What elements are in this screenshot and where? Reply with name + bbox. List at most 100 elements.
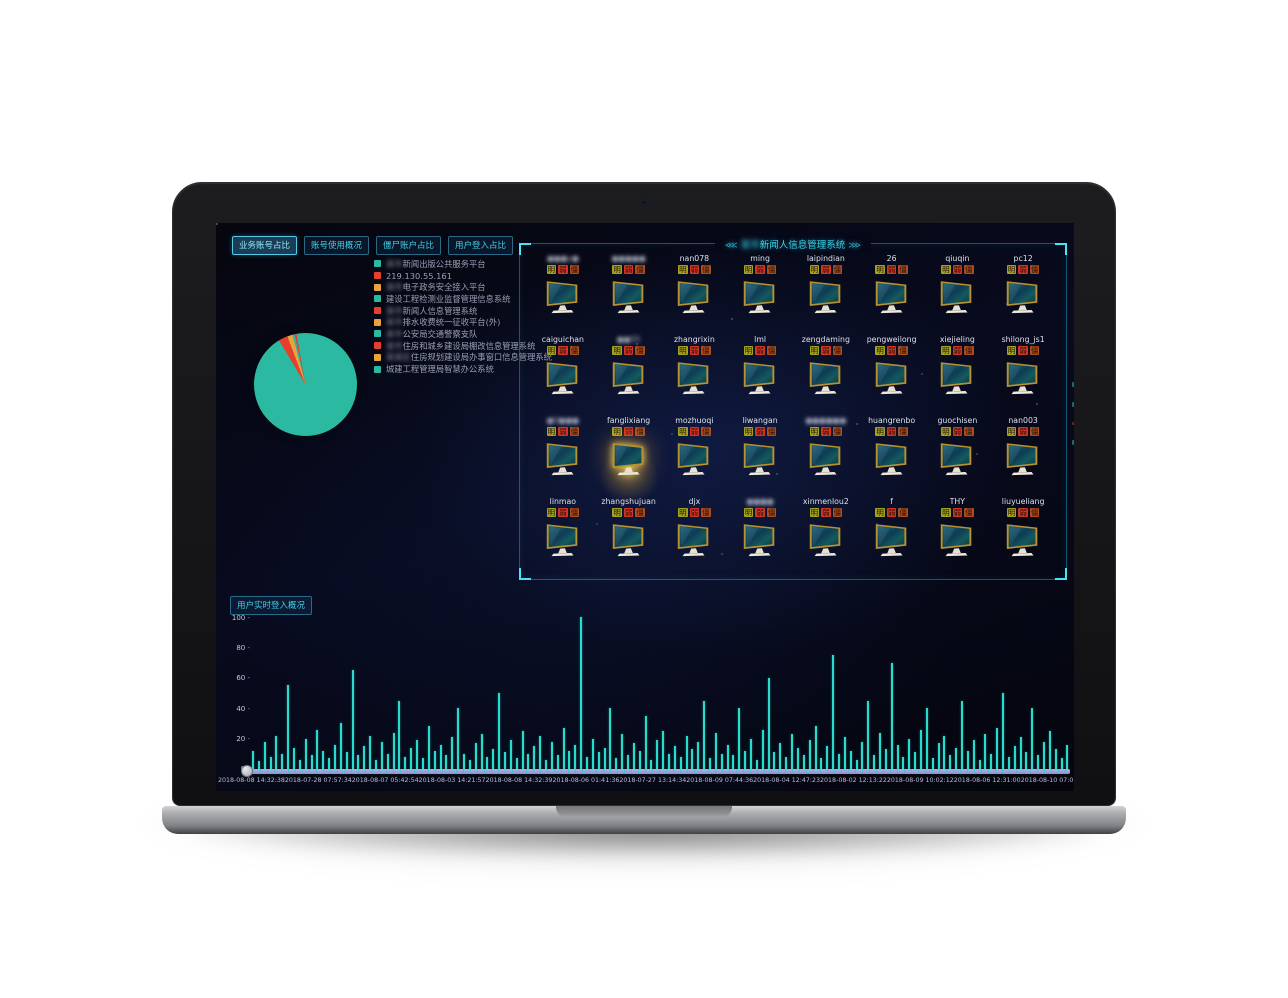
user-cell[interactable]: f 明弱僵	[859, 497, 925, 578]
login-bar	[691, 749, 694, 769]
user-monitor-grid: ●●●y● 明弱僵 ●●●●● 明弱僵 nan078 明弱僵 m	[530, 254, 1056, 575]
username: zhangrixin	[673, 335, 715, 344]
monitor-icon[interactable]	[871, 521, 913, 558]
legend-item[interactable]: 某市 住房和城乡建设局棚改信息管理系统	[374, 340, 552, 352]
user-cell[interactable]: huangrenbo 明弱僵	[859, 416, 925, 497]
legend-item[interactable]: 某某区 住房规划建设局办事窗口信息管理系统	[374, 352, 552, 364]
account-ratio-pie-chart[interactable]	[254, 333, 357, 436]
user-cell[interactable]: lml 明弱僵	[727, 335, 793, 416]
monitor-icon[interactable]	[673, 440, 715, 477]
monitor-icon[interactable]	[739, 359, 781, 396]
user-cell[interactable]: ming 明弱僵	[727, 254, 793, 335]
user-cell[interactable]: liuyueliang 明弱僵	[990, 497, 1056, 578]
monitor-icon[interactable]	[1002, 278, 1044, 315]
risk-badges: 明弱僵	[678, 265, 711, 275]
x-tick-label: 2018-08-08 14:32:38	[218, 777, 285, 784]
monitor-icon[interactable]	[608, 278, 650, 315]
user-cell[interactable]: djx 明弱僵	[662, 497, 728, 578]
monitor-icon[interactable]	[936, 440, 978, 477]
user-cell[interactable]: pc12 明弱僵	[990, 254, 1056, 335]
datazoom-handle[interactable]	[241, 765, 253, 777]
legend-item[interactable]: 某市 新闻人信息管理系统	[374, 305, 552, 317]
monitor-icon[interactable]	[1002, 359, 1044, 396]
monitor-icon[interactable]	[1002, 521, 1044, 558]
tab-1[interactable]: 账号使用概况	[304, 236, 370, 255]
user-cell[interactable]: xinmenlou2 明弱僵	[793, 497, 859, 578]
datazoom-slider[interactable]	[246, 769, 1070, 774]
tab-0[interactable]: 业务账号占比	[232, 236, 298, 255]
monitor-icon[interactable]	[871, 440, 913, 477]
risk-badge: 弱	[1018, 265, 1028, 274]
user-cell[interactable]: ●●●● 明弱僵	[727, 497, 793, 578]
legend-item[interactable]: 某市 电子政务安全接入平台	[374, 281, 552, 293]
login-bar	[375, 759, 378, 769]
user-cell[interactable]: ●●●●●● 明弱僵	[793, 416, 859, 497]
login-bar	[773, 752, 776, 769]
monitor-icon[interactable]	[608, 521, 650, 558]
monitor-icon[interactable]	[936, 521, 978, 558]
legend-item[interactable]: 某市 公安局交通警察支队	[374, 328, 552, 340]
user-cell[interactable]: guochisen 明弱僵	[925, 416, 991, 497]
legend-item[interactable]: 城建工程管理局智慧办公系统	[374, 363, 552, 375]
user-cell[interactable]: laipindian 明弱僵	[793, 254, 859, 335]
user-cell[interactable]: pengweilong 明弱僵	[859, 335, 925, 416]
monitor-icon[interactable]	[542, 278, 584, 315]
y-tick-label: 80 -	[236, 644, 250, 653]
monitor-icon[interactable]	[805, 440, 847, 477]
monitor-icon[interactable]	[1002, 440, 1044, 477]
monitor-icon[interactable]	[871, 278, 913, 315]
monitor-icon[interactable]	[542, 521, 584, 558]
monitor-icon[interactable]	[936, 278, 978, 315]
legend-item[interactable]: 建设工程检测业监督管理信息系统	[374, 293, 552, 305]
user-cell[interactable]: liwangan 明弱僵	[727, 416, 793, 497]
monitor-icon[interactable]	[673, 521, 715, 558]
tab-3[interactable]: 用户登入占比	[448, 236, 514, 255]
monitor-icon[interactable]	[805, 278, 847, 315]
login-bar	[673, 746, 676, 769]
username: THY	[949, 497, 966, 506]
username: zhangshujuan	[601, 497, 656, 506]
x-tick-label: 2018-08-04 12:47:23	[753, 777, 821, 784]
username: ●●●●●●	[805, 416, 847, 425]
monitor-icon[interactable]	[608, 359, 650, 396]
user-cell[interactable]: zhangrixin 明弱僵	[662, 335, 728, 416]
monitor-icon[interactable]	[739, 440, 781, 477]
monitor-icon[interactable]	[542, 359, 584, 396]
monitor-icon[interactable]	[739, 278, 781, 315]
user-cell[interactable]: ●●●●● 明弱僵	[596, 254, 662, 335]
user-cell[interactable]: linmao 明弱僵	[530, 497, 596, 578]
monitor-icon[interactable]	[871, 359, 913, 396]
monitor-icon[interactable]	[805, 521, 847, 558]
user-cell[interactable]: 26 明弱僵	[859, 254, 925, 335]
user-cell[interactable]: mozhuoqi 明弱僵	[662, 416, 728, 497]
monitor-icon[interactable]	[805, 359, 847, 396]
user-cell[interactable]: ●0●●● 明弱僵	[530, 416, 596, 497]
login-bar	[574, 744, 577, 769]
user-cell[interactable]: fanglixiang 明弱僵	[596, 416, 662, 504]
user-cell[interactable]: caiguichan 明弱僵	[530, 335, 596, 416]
login-bar	[656, 740, 659, 769]
user-cell[interactable]: qiuqin 明弱僵	[925, 254, 991, 335]
legend-item[interactable]: 219.130.55.161	[374, 270, 552, 282]
user-cell[interactable]: ●●●y● 明弱僵	[530, 254, 596, 335]
legend-item[interactable]: 某市 新闻出版公共服务平台	[374, 258, 552, 270]
legend-item[interactable]: 某市 排水收费统一征收平台(外)	[374, 316, 552, 328]
risk-badge: 明	[678, 508, 688, 517]
login-bar	[767, 677, 770, 769]
monitor-icon[interactable]	[936, 359, 978, 396]
user-cell[interactable]: xiejieling 明弱僵	[925, 335, 991, 416]
user-cell[interactable]: zengdaming 明弱僵	[793, 335, 859, 416]
monitor-icon[interactable]	[608, 440, 650, 477]
user-cell[interactable]: zhangshujuan 明弱僵	[596, 497, 662, 578]
user-cell[interactable]: shilong_js1 明弱僵	[990, 335, 1056, 416]
user-cell[interactable]: nan078 明弱僵	[662, 254, 728, 335]
monitor-icon[interactable]	[673, 278, 715, 315]
user-cell[interactable]: ●●55 明弱僵	[596, 335, 662, 416]
monitor-icon[interactable]	[739, 521, 781, 558]
login-bar	[984, 734, 987, 769]
tab-2[interactable]: 僵尸账户占比	[376, 236, 442, 255]
monitor-icon[interactable]	[673, 359, 715, 396]
user-cell[interactable]: nan003 明弱僵	[990, 416, 1056, 497]
monitor-icon[interactable]	[542, 440, 584, 477]
user-cell[interactable]: THY 明弱僵	[925, 497, 991, 578]
